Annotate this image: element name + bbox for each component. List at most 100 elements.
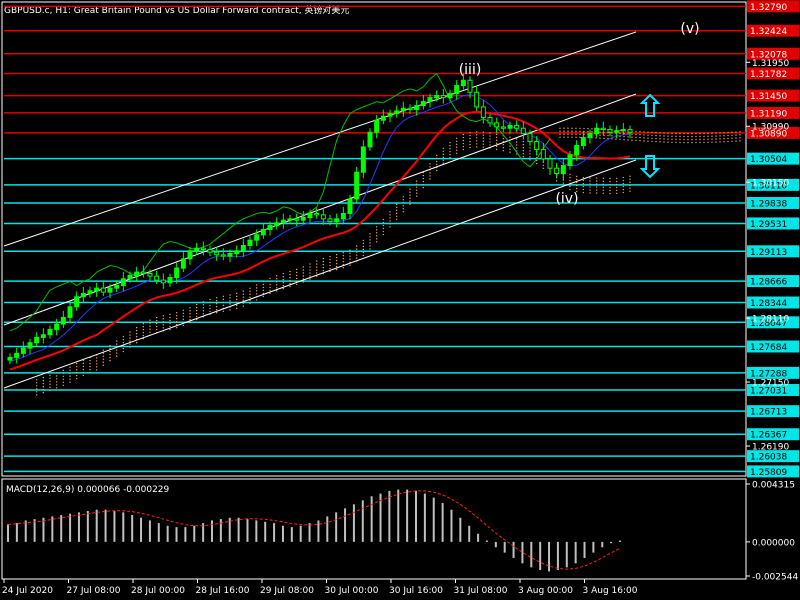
cloud-dot: [389, 220, 391, 222]
support-price-label: 1.26367: [750, 431, 787, 441]
cloud-dot: [229, 300, 231, 302]
cloud-dot: [149, 325, 151, 327]
cloud-dot: [169, 328, 171, 331]
resistance-price-label: 1.32790: [750, 3, 787, 13]
cloud-dot: [262, 295, 265, 298]
cloud-dot: [615, 186, 618, 189]
cloud-dot: [475, 146, 478, 148]
trend-channel: [3, 31, 637, 389]
cloud-dot: [442, 156, 445, 158]
cloud-dot: [619, 138, 621, 141]
chikou-line[interactable]: [9, 72, 551, 332]
ma-blue-line[interactable]: [9, 94, 631, 362]
cloud-dot: [362, 245, 365, 248]
cloud-dot: [269, 286, 271, 289]
cloud-dot: [49, 380, 51, 383]
cloud-dot: [623, 138, 625, 141]
ma-red-line[interactable]: [9, 110, 631, 371]
channel-upper-line[interactable]: [3, 31, 637, 247]
candle-body: [394, 110, 400, 115]
cloud-dot: [595, 183, 598, 185]
cloud-dot: [595, 189, 598, 191]
cloud-dot: [489, 141, 491, 143]
cloud-dot: [35, 391, 38, 393]
cloud-dot: [62, 372, 65, 374]
support-price-tag: [747, 196, 799, 209]
support-price-label: 1.26038: [750, 453, 787, 463]
support-price-tag: [747, 152, 799, 165]
cloud-dot: [639, 136, 641, 139]
cloud-dot: [115, 349, 118, 351]
cloud-dot: [589, 189, 591, 191]
cloud-dot: [322, 257, 325, 260]
cloud-dot: [727, 131, 729, 134]
cloud-dot: [42, 379, 45, 382]
cloud-dot: [623, 135, 625, 138]
cloud-dot: [495, 133, 498, 136]
candle-body: [287, 218, 293, 221]
cloud-dot: [222, 310, 225, 313]
cloud-dot: [295, 274, 298, 277]
macd-signal-line[interactable]: [7, 490, 621, 570]
support-price-tag: [747, 428, 799, 441]
cloud-dot: [619, 129, 621, 132]
cloud-dot: [582, 182, 585, 185]
cloud-dot: [415, 180, 418, 182]
candle-body: [307, 213, 313, 219]
candle-body: [220, 254, 226, 257]
price-pane-frame: [1, 1, 747, 477]
channel-middle-line[interactable]: [3, 93, 637, 326]
cloud-dot: [315, 272, 318, 274]
cloud-dot: [129, 343, 131, 345]
cloud-dot: [589, 186, 591, 188]
cloud-dot: [599, 128, 601, 130]
cloud-dot: [475, 134, 478, 136]
cloud-dot: [707, 138, 709, 141]
cloud-dot: [687, 138, 689, 141]
cloud-dot: [369, 239, 371, 241]
cloud-dot: [509, 151, 511, 153]
channel-lower-line[interactable]: [3, 159, 637, 389]
cloud-dot: [82, 368, 85, 371]
support-price-label: 1.27684: [750, 343, 787, 353]
cloud-dot: [302, 269, 305, 271]
cloud-dot: [182, 312, 185, 315]
cloud-dot: [315, 263, 318, 265]
cloud-dot: [462, 145, 465, 148]
cloud-dot: [162, 324, 165, 326]
cloud-dot: [282, 275, 285, 278]
cloud-dot: [249, 290, 251, 293]
cloud-dot: [142, 331, 145, 334]
cloud-dot: [569, 185, 571, 188]
macd-axis-label: -0.002544: [752, 573, 798, 583]
candle-body: [554, 167, 560, 175]
cloud-dot: [739, 137, 741, 139]
cloud-dot: [155, 328, 158, 331]
cloud-dot: [55, 387, 58, 389]
cloud-dot: [102, 352, 105, 354]
cloud-dot: [482, 131, 485, 133]
candle-body: [207, 248, 213, 253]
cloud-dot: [707, 141, 709, 144]
cloud-dot: [215, 296, 218, 299]
candle-body: [354, 171, 360, 200]
cloud-dot: [109, 353, 111, 356]
cloud-dot: [659, 141, 661, 143]
cloud-dot: [182, 318, 185, 321]
candle-body: [174, 267, 180, 278]
cloud-dot: [69, 378, 71, 380]
cloud-dot: [615, 189, 618, 192]
cloud-dot: [349, 264, 351, 266]
candle-body: [327, 218, 333, 223]
cloud-dot: [723, 138, 725, 140]
cloud-dot: [495, 148, 498, 151]
cloud-dot: [571, 133, 573, 135]
cloud-dot: [302, 266, 305, 268]
cloud-dot: [322, 269, 325, 272]
price-axis: 1.32790 1.32424 1.32078 1.31782 1.31450 1.311…: [746, 0, 799, 478]
cloud-dot: [515, 153, 518, 155]
cloud-dot: [575, 190, 578, 193]
time-axis-label: 27 Jul 08:00: [67, 586, 121, 596]
candle-body: [347, 198, 353, 215]
